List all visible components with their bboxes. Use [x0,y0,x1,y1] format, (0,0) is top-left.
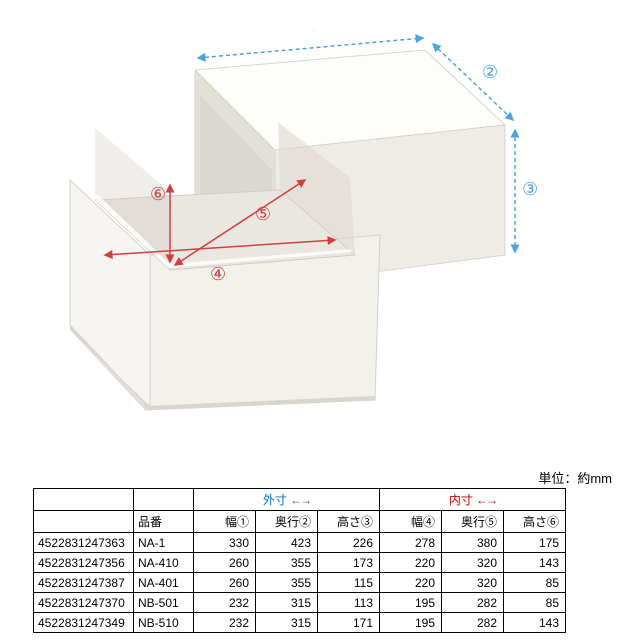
table-row: 4522831247349NB-510232315171195282143 [34,613,566,633]
cell-pn: NA-410 [134,553,194,573]
th-pn: 品番 [134,511,194,533]
cell-d2: 282 [442,613,504,633]
cell-d2: 320 [442,573,504,593]
cell-d1: 315 [256,613,318,633]
table-row: 4522831247356NA-410260355173220320143 [34,553,566,573]
cell-w1: 260 [194,573,256,593]
th-d2: 奥行⑤ [442,511,504,533]
cell-w2: 220 [380,553,442,573]
group-outer: 外寸 ←→ [194,489,380,511]
cell-h1: 115 [318,573,380,593]
th-h1: 高さ③ [318,511,380,533]
col-code-blank [34,489,134,511]
cell-w1: 330 [194,533,256,553]
dim-label-2: ② [482,62,498,82]
cell-code: 4522831247363 [34,533,134,553]
cell-d2: 380 [442,533,504,553]
cell-d2: 320 [442,553,504,573]
cell-d1: 315 [256,593,318,613]
dim-label-5: ⑤ [255,204,271,224]
cell-w2: 278 [380,533,442,553]
cell-pn: NA-401 [134,573,194,593]
cell-h2: 85 [504,573,566,593]
table-row: 4522831247370NB-50123231511319528285 [34,593,566,613]
cell-code: 4522831247349 [34,613,134,633]
cell-d1: 355 [256,573,318,593]
th-h2: 高さ⑥ [504,511,566,533]
cell-pn: NA-1 [134,533,194,553]
cell-d1: 355 [256,553,318,573]
unit-label: 単位：約mm [538,468,612,487]
group-inner: 内寸 ←→ [380,489,566,511]
table-row: 4522831247387NA-40126035511522032085 [34,573,566,593]
cell-h1: 173 [318,553,380,573]
cell-w2: 195 [380,613,442,633]
dim-label-6: ⑥ [150,184,166,204]
cell-h1: 226 [318,533,380,553]
cell-h1: 113 [318,593,380,613]
cell-pn: NB-510 [134,613,194,633]
cell-code: 4522831247370 [34,593,134,613]
cell-code: 4522831247387 [34,573,134,593]
cell-w1: 232 [194,593,256,613]
dim-label-3: ③ [522,179,538,199]
col-pn-blank [134,489,194,511]
table-row: 4522831247363NA-1330423226278380175 [34,533,566,553]
th-w2: 幅④ [380,511,442,533]
cell-w2: 220 [380,573,442,593]
dimensions-table: 外寸 ←→ 内寸 ←→ 品番 幅① 奥行② 高さ③ 幅④ 奥行⑤ 高さ⑥ 452… [33,488,566,633]
dim-label-1: ① [305,30,321,34]
cell-h2: 143 [504,613,566,633]
th-code [34,511,134,533]
cell-w1: 232 [194,613,256,633]
cell-w1: 260 [194,553,256,573]
cell-h2: 175 [504,533,566,553]
cell-code: 4522831247356 [34,553,134,573]
th-w1: 幅① [194,511,256,533]
dim-label-4: ④ [210,264,226,284]
cell-d2: 282 [442,593,504,613]
cell-w2: 195 [380,593,442,613]
th-d1: 奥行② [256,511,318,533]
cell-h1: 171 [318,613,380,633]
product-diagram: ① ② ③ ④ ⑤ ⑥ [50,30,540,460]
cell-h2: 143 [504,553,566,573]
cell-h2: 85 [504,593,566,613]
cell-pn: NB-501 [134,593,194,613]
cell-d1: 423 [256,533,318,553]
